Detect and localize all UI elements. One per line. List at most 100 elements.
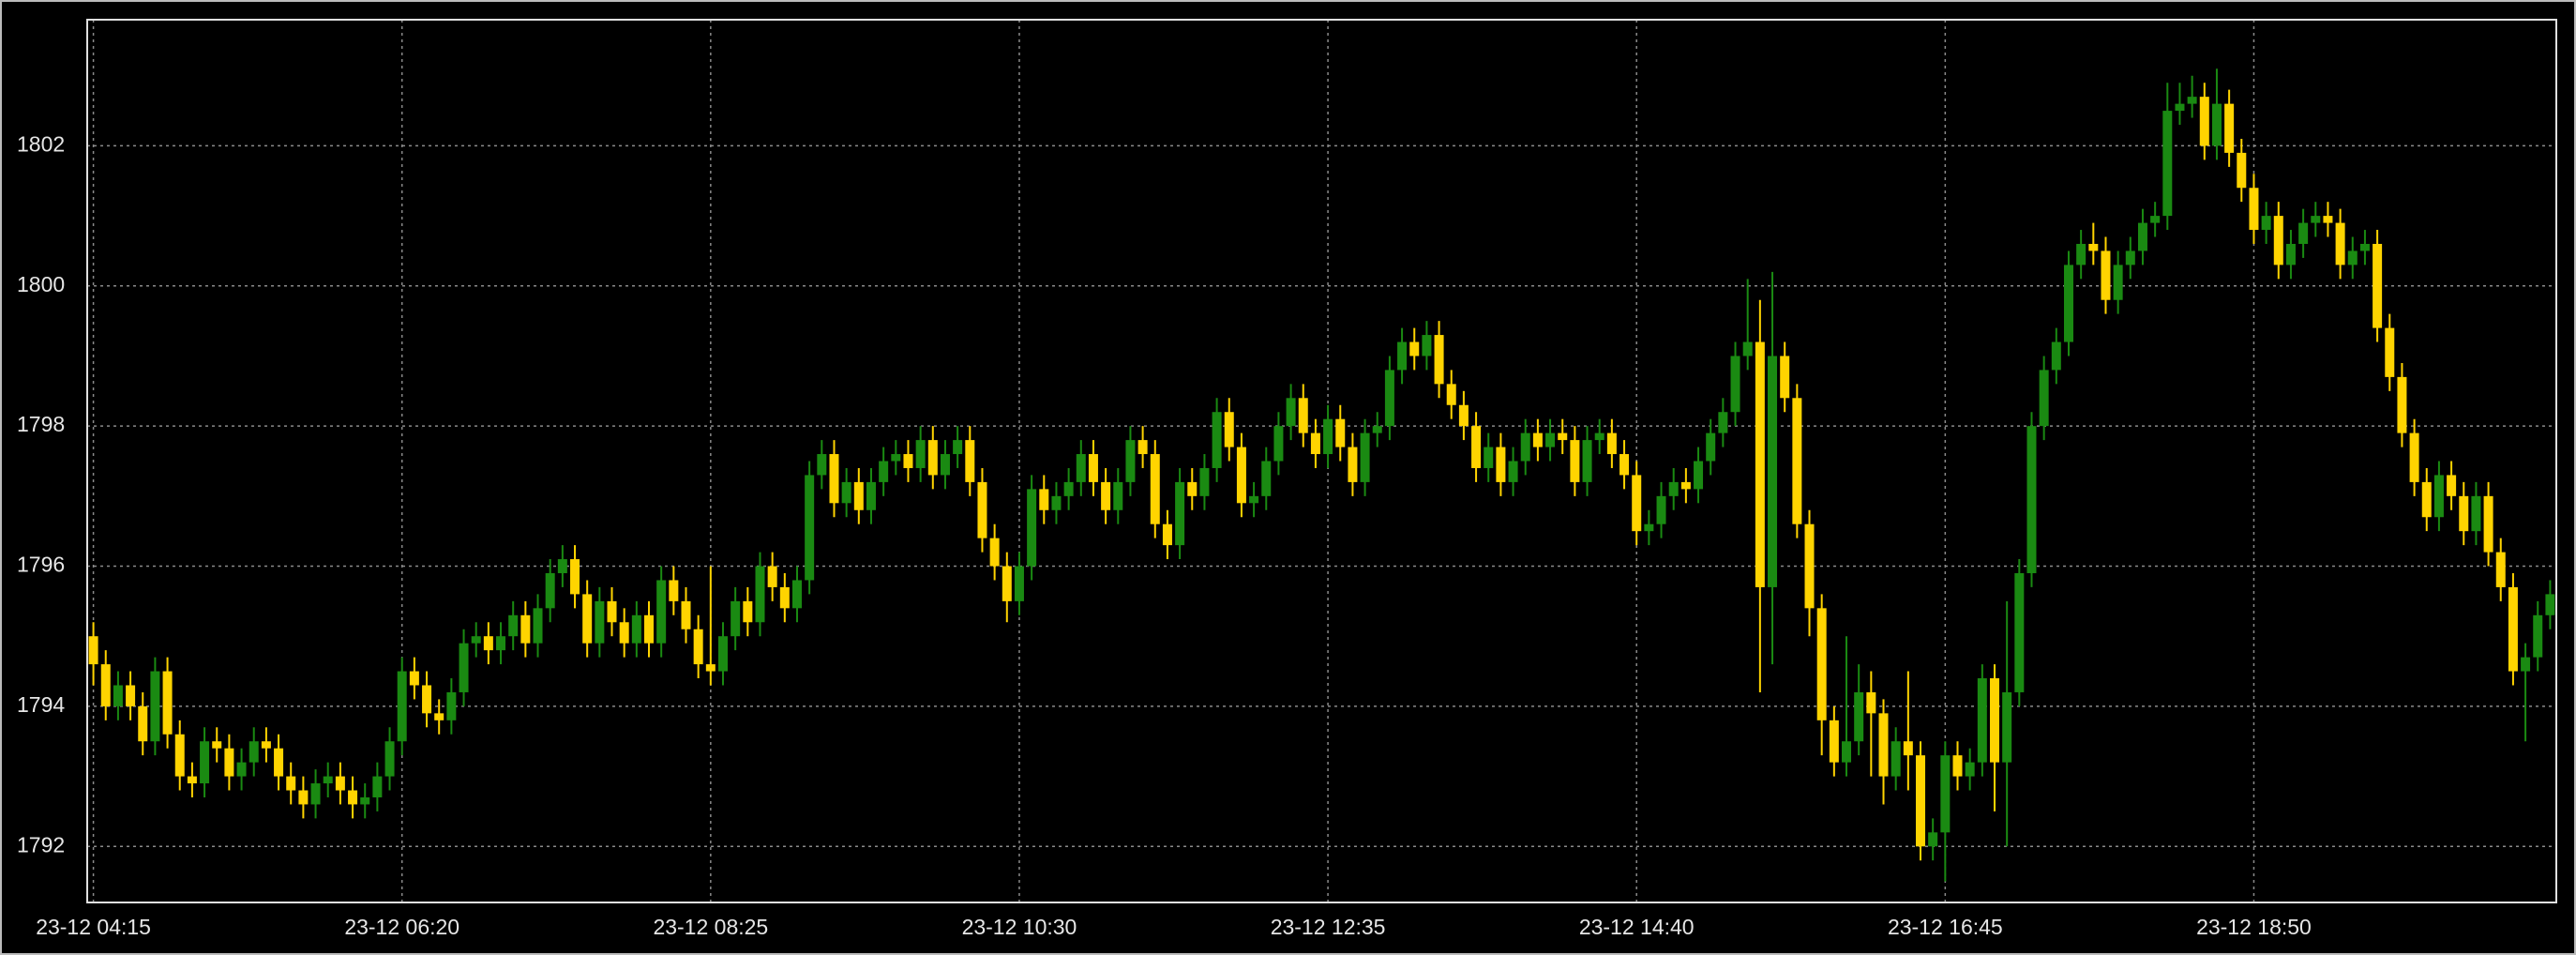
candle-body: [2199, 97, 2209, 146]
candle-body: [2409, 432, 2419, 482]
candle-body: [915, 440, 926, 468]
candle-body: [841, 481, 851, 504]
candle-body: [940, 454, 950, 476]
candle-body: [2397, 376, 2407, 433]
candle-body: [174, 734, 185, 777]
candle-body: [767, 566, 777, 587]
candle-body: [2459, 495, 2469, 532]
candle-body: [520, 614, 531, 644]
candle-body: [2113, 265, 2123, 300]
candle-body: [2261, 216, 2271, 231]
candle-body: [236, 762, 247, 777]
candle-body: [1644, 523, 1654, 532]
x-tick-label: 23-12 06:20: [344, 915, 459, 939]
candle-body: [1014, 566, 1024, 601]
candle-body: [595, 600, 605, 644]
candle-body: [422, 685, 432, 714]
candle-body: [187, 776, 197, 784]
candle-body: [1434, 335, 1444, 385]
candle-body: [397, 671, 407, 742]
candle-body: [2483, 495, 2493, 553]
candle-body: [1471, 426, 1482, 468]
candle-body: [224, 748, 234, 777]
x-tick-label: 23-12 08:25: [653, 915, 768, 939]
candle-body: [1372, 426, 1382, 433]
candle-body: [557, 559, 567, 573]
y-tick-label: 1792: [17, 832, 65, 856]
candle-body: [2125, 250, 2135, 265]
candle-body: [1249, 495, 1259, 504]
candle-body: [2002, 691, 2012, 763]
candle-body: [2237, 152, 2247, 189]
candle-body: [446, 691, 457, 720]
candle-body: [434, 713, 444, 720]
candle-body: [496, 636, 506, 651]
candle-body: [1632, 475, 1642, 532]
candle-body: [1348, 447, 1358, 482]
candle-body: [2433, 475, 2444, 518]
candle-body: [2359, 243, 2370, 251]
candle-body: [508, 614, 519, 637]
candle-body: [965, 440, 975, 482]
candle-body: [1940, 755, 1951, 833]
candle-body: [88, 636, 98, 665]
plot: [87, 20, 2556, 902]
candle-body: [2014, 572, 2025, 692]
candle-body: [1409, 341, 1420, 356]
candle-body: [138, 705, 148, 742]
candle-body: [1458, 404, 1469, 427]
candle-body: [2273, 216, 2283, 265]
candle-body: [1606, 432, 1617, 455]
candle-body: [2521, 657, 2531, 672]
candle-body: [2063, 265, 2073, 342]
candle-body: [1545, 432, 1556, 447]
candle-body: [2298, 222, 2309, 244]
candle-body: [779, 586, 790, 609]
candle-body: [1706, 432, 1716, 462]
candle-body: [1570, 440, 1580, 482]
candle-body: [1755, 341, 1765, 587]
candle-body: [2347, 250, 2358, 265]
x-tick-label: 23-12 12:35: [1271, 915, 1386, 939]
candle-body: [903, 454, 913, 468]
candle-body: [1768, 356, 1778, 587]
candle-body: [755, 566, 765, 623]
candle-body: [1891, 741, 1901, 777]
candle-body: [1051, 495, 1062, 510]
candle-body: [631, 614, 641, 644]
candle-body: [1484, 447, 1494, 468]
candle-body: [853, 481, 864, 510]
candle-body: [2471, 495, 2481, 532]
candle-body: [1730, 356, 1740, 413]
candle-body: [607, 600, 617, 623]
candle-body: [310, 783, 321, 805]
candle-body: [1718, 412, 1728, 433]
candle-body: [1076, 454, 1086, 482]
y-tick-label: 1800: [17, 272, 65, 296]
candle-body: [545, 572, 555, 609]
candle-body: [731, 600, 741, 637]
x-tick-label: 23-12 10:30: [962, 915, 1077, 939]
candle-body: [1915, 755, 1926, 847]
candle-body: [1335, 418, 1346, 447]
y-tick-label: 1798: [17, 412, 65, 436]
candle-body: [2101, 250, 2111, 300]
candle-body: [1384, 370, 1394, 427]
candle-body: [100, 664, 111, 706]
candle-body: [150, 671, 160, 742]
candle-body: [1323, 418, 1333, 455]
candle-body: [1952, 755, 1963, 777]
candle-body: [212, 741, 222, 749]
candle-body: [2051, 341, 2061, 371]
candle-body: [1496, 447, 1506, 482]
candle-body: [2533, 614, 2543, 658]
candle-body: [372, 776, 383, 797]
x-tick-label: 23-12 14:40: [1579, 915, 1695, 939]
candle-body: [1397, 341, 1408, 371]
candle-body: [261, 741, 271, 749]
candle-body: [298, 790, 309, 805]
candle-body: [1224, 412, 1234, 447]
candle-body: [2447, 475, 2457, 496]
